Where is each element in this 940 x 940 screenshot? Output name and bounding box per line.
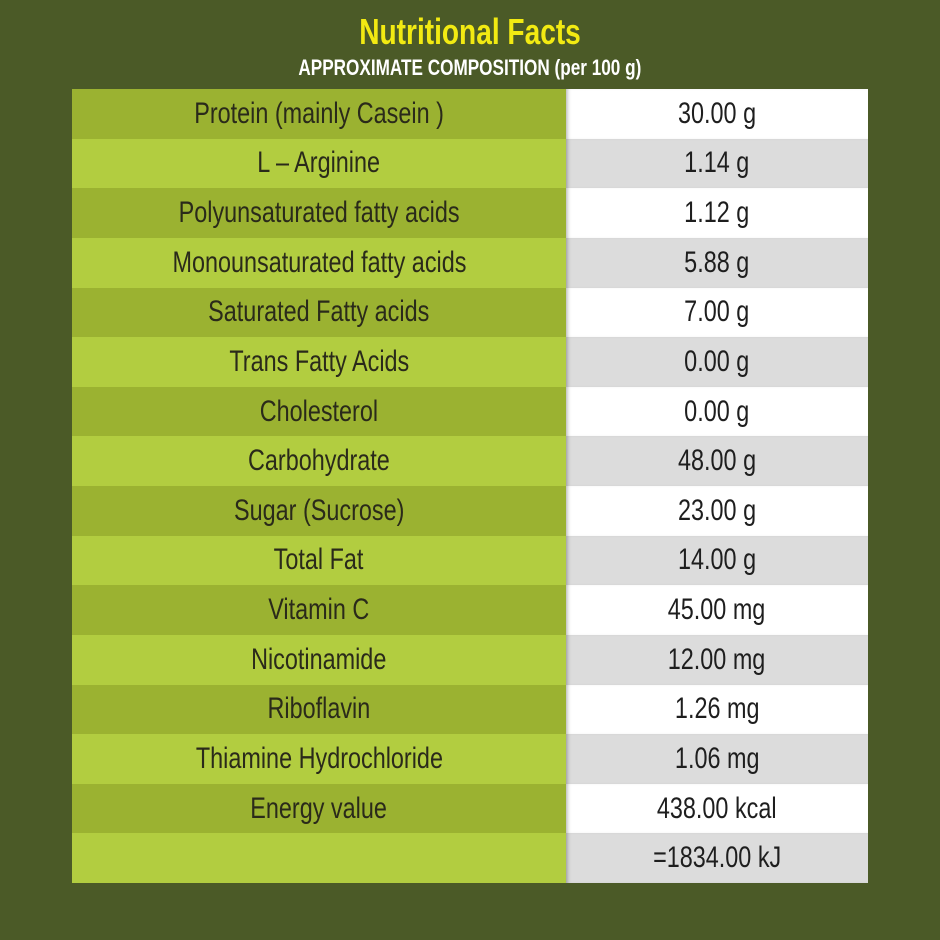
table-row: Protein (mainly Casein ) 30.00 g — [72, 89, 868, 139]
nutrient-name: Cholesterol — [259, 394, 379, 428]
table-row: Vitamin C 45.00 mg — [72, 585, 868, 635]
nutrient-name: Sugar (Sucrose) — [233, 493, 405, 527]
nutrient-value-cell: 5.88 g — [566, 237, 868, 288]
nutrient-value: 438.00 kcal — [657, 791, 777, 825]
table-row: Riboflavin 1.26 mg — [72, 684, 868, 735]
nutrient-value: 45.00 mg — [668, 593, 766, 627]
nutrient-name-cell: Nicotinamide — [72, 634, 566, 685]
table-row: Monounsaturated fatty acids 5.88 g — [72, 237, 868, 288]
nutrient-name-cell: Monounsaturated fatty acids — [72, 237, 566, 288]
nutrient-name: L – Arginine — [257, 146, 381, 180]
nutrient-name: Saturated Fatty acids — [208, 295, 430, 329]
page-title: Nutritional Facts — [0, 10, 940, 54]
nutrient-value: 23.00 g — [677, 493, 757, 527]
subtitle-text: APPROXIMATE COMPOSITION (per 100 g) — [298, 55, 642, 80]
nutrient-value: 1.12 g — [684, 196, 750, 230]
nutrient-name: Riboflavin — [267, 692, 371, 726]
nutrient-value: 14.00 g — [677, 543, 757, 577]
nutrient-value: 1.26 mg — [674, 692, 760, 726]
nutrient-name-cell: Saturated Fatty acids — [72, 287, 566, 338]
nutrient-value-cell: 0.00 g — [566, 337, 868, 387]
nutrient-name-cell: Carbohydrate — [72, 436, 566, 486]
nutrient-name-cell: Thiamine Hydrochloride — [72, 734, 566, 784]
nutrient-name: Energy value — [250, 791, 388, 825]
table-row: Nicotinamide 12.00 mg — [72, 634, 868, 685]
nutrient-name: Total Fat — [274, 543, 364, 577]
nutrient-value-cell: 48.00 g — [566, 436, 868, 486]
nutrient-value-cell: 14.00 g — [566, 535, 868, 586]
nutrient-name-cell: L – Arginine — [72, 138, 566, 189]
nutrient-value-cell: 0.00 g — [566, 386, 868, 437]
nutrient-name-cell: Vitamin C — [72, 585, 566, 635]
nutrient-name: Trans Fatty Acids — [229, 344, 409, 378]
nutrient-name: Thiamine Hydrochloride — [195, 741, 443, 775]
nutrient-name-cell: Total Fat — [72, 535, 566, 586]
nutrient-name-cell: Polyunsaturated fatty acids — [72, 188, 566, 238]
nutrient-name: Protein (mainly Casein ) — [194, 96, 444, 130]
nutrient-name: Nicotinamide — [251, 642, 387, 676]
table-row: Polyunsaturated fatty acids 1.12 g — [72, 188, 868, 238]
nutrient-value: 0.00 g — [684, 344, 750, 378]
nutrient-name: Monounsaturated fatty acids — [172, 245, 466, 279]
nutrient-value-cell: 438.00 kcal — [566, 783, 868, 834]
nutrient-value-cell: 1.14 g — [566, 138, 868, 189]
table-row: Trans Fatty Acids 0.00 g — [72, 337, 868, 387]
nutrient-value-cell: 1.12 g — [566, 188, 868, 238]
table-row: Cholesterol 0.00 g — [72, 386, 868, 437]
nutrient-value: =1834.00 kJ — [652, 841, 782, 875]
nutrient-name: Carbohydrate — [248, 444, 390, 478]
nutrient-name: Polyunsaturated fatty acids — [178, 196, 460, 230]
nutrient-value: 7.00 g — [684, 295, 750, 329]
nutrition-table: Protein (mainly Casein ) 30.00 g L – Argin… — [72, 89, 868, 883]
table-row: Carbohydrate 48.00 g — [72, 436, 868, 486]
nutrient-value: 0.00 g — [684, 394, 750, 428]
page-subtitle: APPROXIMATE COMPOSITION (per 100 g) — [0, 54, 940, 82]
table-row: Sugar (Sucrose) 23.00 g — [72, 486, 868, 536]
table-row: Total Fat 14.00 g — [72, 535, 868, 586]
nutrient-value-cell: 1.26 mg — [566, 684, 868, 735]
nutrient-value: 1.14 g — [684, 146, 750, 180]
table-row: =1834.00 kJ — [72, 833, 868, 883]
nutrient-value-cell: =1834.00 kJ — [566, 833, 868, 883]
table-row: Energy value 438.00 kcal — [72, 783, 868, 834]
nutrient-name-cell: Protein (mainly Casein ) — [72, 89, 566, 139]
nutrient-value: 5.88 g — [684, 245, 750, 279]
nutrient-name-cell: Sugar (Sucrose) — [72, 486, 566, 536]
nutrient-name-cell: Energy value — [72, 783, 566, 834]
nutrient-value-cell: 45.00 mg — [566, 585, 868, 635]
nutrient-value: 1.06 mg — [674, 741, 760, 775]
nutrient-name: Vitamin C — [268, 593, 370, 627]
nutrient-value-cell: 7.00 g — [566, 287, 868, 338]
nutrient-value: 12.00 mg — [668, 642, 766, 676]
nutrient-name-cell: Riboflavin — [72, 684, 566, 735]
nutrient-value-cell: 12.00 mg — [566, 634, 868, 685]
title-text: Nutritional Facts — [359, 11, 581, 52]
table-row: Thiamine Hydrochloride 1.06 mg — [72, 734, 868, 784]
nutrient-name-cell — [72, 833, 566, 883]
nutrient-value: 30.00 g — [677, 96, 757, 130]
nutrient-value-cell: 30.00 g — [566, 89, 868, 139]
nutrient-value-cell: 1.06 mg — [566, 734, 868, 784]
table-row: L – Arginine 1.14 g — [72, 138, 868, 189]
table-row: Saturated Fatty acids 7.00 g — [72, 287, 868, 338]
nutrient-name-cell: Cholesterol — [72, 386, 566, 437]
nutrient-name-cell: Trans Fatty Acids — [72, 337, 566, 387]
nutrient-value: 48.00 g — [677, 444, 757, 478]
nutrient-value-cell: 23.00 g — [566, 486, 868, 536]
